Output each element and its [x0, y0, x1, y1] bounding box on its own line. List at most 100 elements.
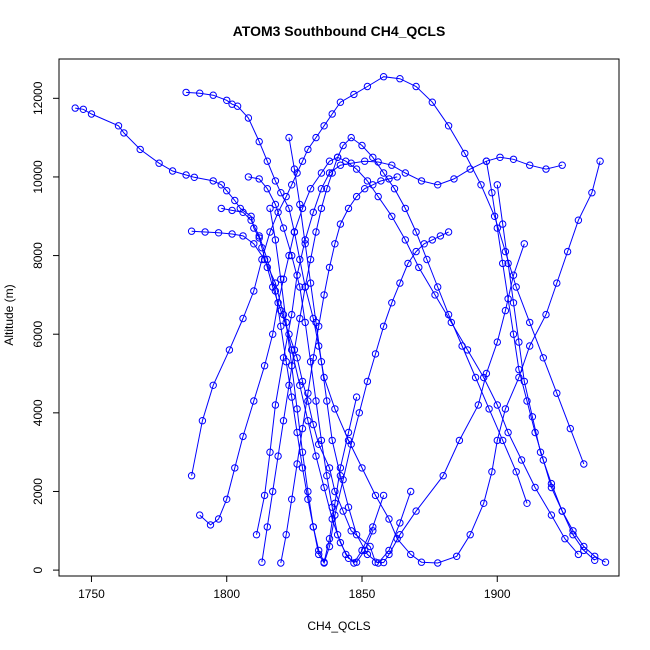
data-point: [325, 542, 334, 551]
data-point: [244, 114, 253, 122]
data-point: [412, 507, 420, 515]
data-point: [214, 229, 223, 237]
data-point: [569, 531, 577, 539]
data-point: [304, 417, 312, 425]
series-9: [187, 227, 377, 566]
series-5: [258, 133, 531, 566]
data-point: [455, 436, 464, 445]
series-13: [482, 157, 610, 566]
data-point: [374, 559, 382, 567]
data-point: [309, 523, 317, 531]
data-point: [282, 358, 290, 366]
data-point: [601, 558, 610, 566]
data-point: [255, 175, 263, 183]
x-axis: 1750 1800 1850 1900: [78, 575, 511, 601]
data-point: [79, 105, 88, 114]
data-point: [320, 483, 328, 492]
data-point: [388, 161, 396, 169]
data-point: [558, 161, 566, 169]
data-point: [336, 464, 345, 472]
data-point: [209, 381, 217, 389]
data-point: [396, 519, 404, 527]
data-point: [347, 527, 355, 535]
data-point: [309, 208, 317, 217]
data-point: [412, 228, 420, 236]
data-point: [288, 310, 296, 319]
data-point: [271, 177, 280, 185]
data-point: [325, 464, 334, 472]
data-point: [547, 511, 556, 519]
series-line: [199, 156, 579, 555]
data-point: [509, 155, 518, 164]
data-point: [274, 452, 282, 460]
data-point: [304, 397, 312, 405]
data-point: [339, 141, 347, 150]
y-axis-label: Altitude (m): [2, 284, 16, 345]
data-point: [477, 181, 485, 189]
y-axis: 0 2000 4000 6000 8000 10000 12000: [31, 81, 60, 573]
data-point: [263, 523, 271, 531]
data-point: [499, 220, 507, 228]
data-point: [520, 377, 528, 386]
data-point: [377, 177, 385, 185]
data-point: [493, 436, 501, 445]
data-point: [271, 236, 280, 244]
series-line: [191, 76, 585, 476]
data-point: [328, 515, 336, 523]
x-tick-label: 1800: [213, 587, 240, 601]
data-point: [196, 511, 204, 519]
data-point: [309, 420, 317, 429]
data-point: [325, 263, 334, 272]
data-point: [536, 448, 545, 456]
data-point: [526, 161, 534, 169]
data-point: [580, 460, 588, 468]
data-point: [304, 389, 312, 397]
data-point: [239, 208, 247, 217]
data-point: [331, 240, 339, 248]
data-point: [358, 141, 366, 150]
data-point: [279, 417, 288, 425]
data-point: [542, 310, 550, 319]
data-point: [168, 167, 177, 175]
data-point: [466, 165, 474, 173]
data-point: [547, 479, 556, 488]
data-point: [336, 98, 345, 106]
data-point: [401, 236, 409, 244]
data-point: [512, 468, 520, 476]
data-point: [244, 173, 253, 181]
data-point: [493, 181, 501, 189]
data-point: [223, 495, 231, 503]
data-point: [388, 212, 396, 221]
data-point: [304, 487, 312, 496]
data-point: [474, 401, 482, 409]
series-line: [288, 137, 412, 564]
data-point: [352, 165, 361, 173]
data-point: [328, 436, 336, 445]
data-point: [225, 346, 234, 354]
data-point: [317, 358, 326, 366]
data-point: [217, 181, 226, 189]
data-point: [501, 405, 510, 413]
series-line: [485, 161, 606, 563]
data-point: [296, 314, 304, 323]
data-point: [412, 247, 420, 256]
data-point: [352, 531, 361, 539]
series-line: [261, 136, 528, 563]
data-point: [553, 389, 561, 397]
data-point: [493, 401, 501, 409]
data-point: [266, 204, 274, 213]
data-point: [591, 552, 599, 560]
data-point: [323, 397, 331, 405]
series-line: [221, 207, 358, 564]
data-point: [271, 401, 280, 409]
data-point: [412, 82, 420, 91]
data-point: [190, 173, 199, 182]
data-point: [531, 483, 539, 492]
data-point: [580, 546, 588, 555]
data-point: [509, 330, 518, 338]
series-line: [248, 176, 385, 564]
data-point: [434, 181, 442, 189]
data-point: [320, 291, 328, 299]
data-point: [574, 550, 583, 559]
